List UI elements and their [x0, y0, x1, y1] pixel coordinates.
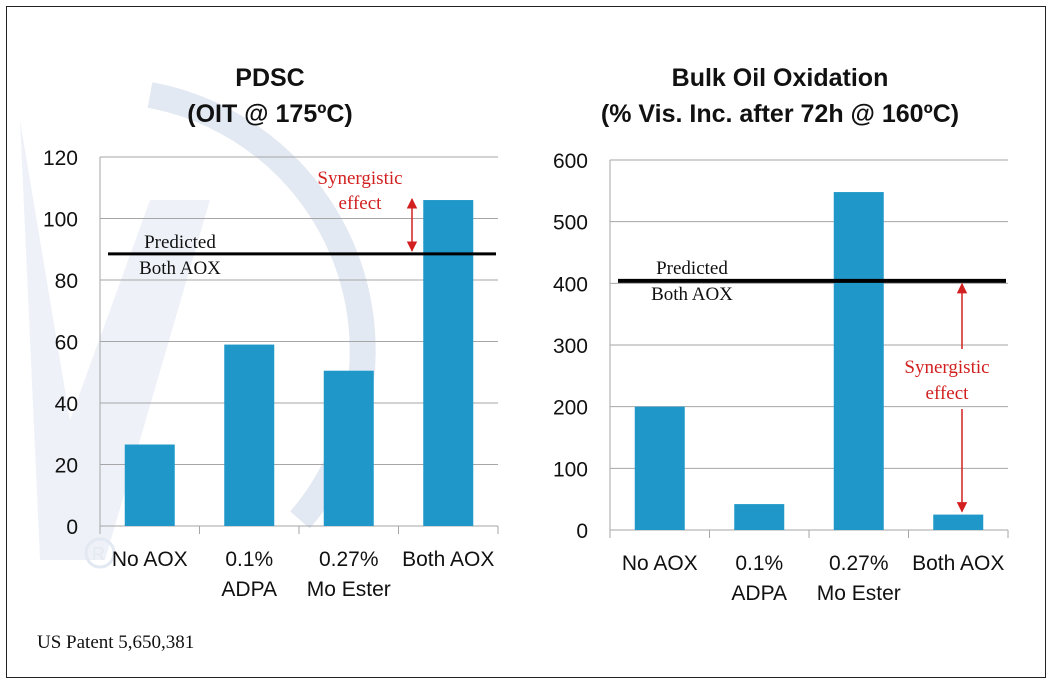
category-label: 0.1% [735, 552, 783, 575]
y-tick-label: 100 [43, 209, 78, 232]
category-label: No AOX [622, 552, 698, 575]
synergy-label: effect [339, 193, 383, 214]
bar-3 [833, 192, 884, 531]
y-tick-label: 0 [576, 520, 588, 543]
chart-title-line: (OIT @ 175ºC) [187, 100, 352, 128]
bulk-oil-oxidation-chart: Bulk Oil Oxidation (% Vis. Inc. after 72h… [553, 64, 1009, 605]
svg-text:R: R [92, 544, 105, 564]
y-tick-label: 60 [55, 332, 78, 355]
y-tick-label: 40 [55, 393, 78, 416]
y-tick-label: 0 [66, 516, 78, 539]
y-tick-label: 600 [553, 150, 588, 173]
category-label: Both AOX [402, 548, 494, 571]
synergy-label: effect [926, 383, 970, 404]
bar-1 [634, 406, 685, 530]
bar-2 [224, 344, 275, 526]
y-tick-label: 400 [553, 273, 588, 296]
y-tick-label: 200 [553, 397, 588, 420]
chart-title-line: Bulk Oil Oxidation [672, 64, 889, 92]
chart-title-line: (% Vis. Inc. after 72h @ 160ºC) [601, 100, 959, 128]
category-label: 0.27% [829, 552, 889, 575]
category-label: Both AOX [912, 552, 1004, 575]
predicted-label: Predicted [656, 258, 728, 279]
y-tick-label: 120 [43, 147, 78, 170]
y-tick-label: 500 [553, 212, 588, 235]
predicted-label: Predicted [144, 232, 216, 253]
predicted-label: Both AOX [651, 284, 733, 305]
chart-title-line: PDSC [235, 64, 304, 92]
category-label: 0.27% [319, 548, 379, 571]
pdsc-chart: PDSC (OIT @ 175ºC) 0 20 40 60 80 100 120 No AOX 0.… [43, 64, 499, 601]
synergy-label: Synergistic [904, 357, 989, 378]
category-label: ADPA [221, 578, 277, 601]
synergy-label: Synergistic [317, 168, 402, 189]
y-tick-label: 20 [55, 455, 78, 478]
predicted-label: Both AOX [139, 258, 221, 279]
bar-2 [734, 504, 785, 530]
bar-1 [124, 444, 175, 526]
bar-3 [323, 370, 374, 526]
category-label: No AOX [112, 548, 188, 571]
y-tick-label: 300 [553, 335, 588, 358]
category-label: ADPA [731, 582, 787, 605]
category-label: Mo Ester [307, 578, 391, 601]
bar-4 [423, 200, 474, 527]
patent-footnote: US Patent 5,650,381 [37, 632, 195, 653]
y-tick-label: 80 [55, 270, 78, 293]
bar-4 [933, 514, 984, 530]
category-label: 0.1% [225, 548, 273, 571]
category-label: Mo Ester [817, 582, 901, 605]
y-tick-label: 100 [553, 458, 588, 481]
